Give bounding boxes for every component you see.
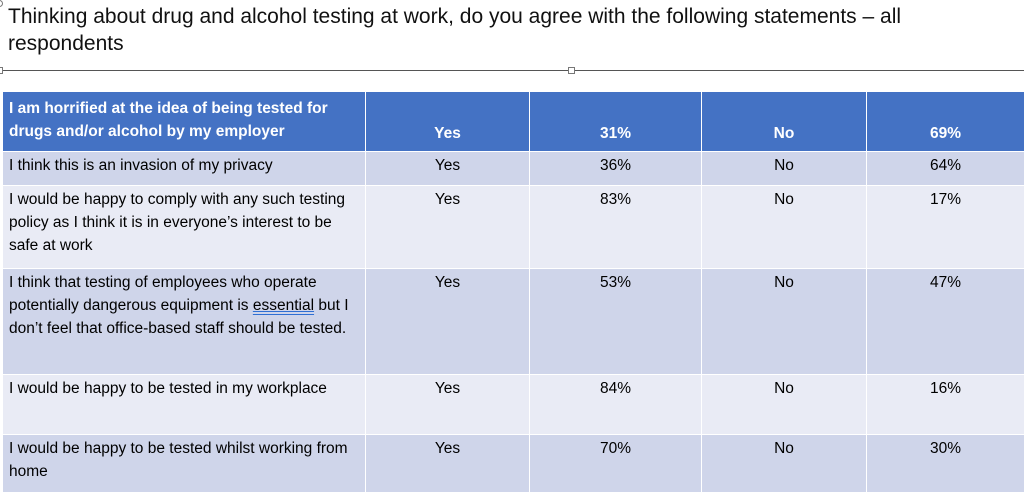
table-row: I would be happy to be tested in my work… [2, 374, 1024, 435]
table-cell-no-label: No [701, 91, 867, 152]
table-cell-no-label: No [701, 374, 867, 435]
table-cell-statement: I think this is an invasion of my privac… [2, 151, 366, 186]
table-row: I think this is an invasion of my privac… [2, 151, 1024, 186]
table-row: I would be happy to comply with any such… [2, 185, 1024, 269]
title-divider [0, 70, 1024, 71]
slide-title: Thinking about drug and alcohol testing … [8, 5, 902, 55]
table-cell-no-value: 69% [866, 91, 1024, 152]
table-cell-statement: I would be happy to comply with any such… [2, 185, 366, 269]
table-cell-yes-value: 84% [529, 374, 702, 435]
statement-text: I think that testing of employees who op… [9, 274, 317, 314]
table-cell-yes-value: 36% [529, 151, 702, 186]
table-cell-yes-value: 70% [529, 434, 702, 493]
table-cell-yes-value: 31% [529, 91, 702, 152]
table-cell-no-value: 64% [866, 151, 1024, 186]
table-cell-yes-label: Yes [365, 151, 530, 186]
table-row: I think that testing of employees who op… [2, 268, 1024, 375]
table-header-row: I am horrified at the idea of being test… [2, 91, 1024, 152]
statement-text: but I don’t feel that office-based staff… [9, 297, 349, 337]
table-cell-statement: I would be happy to be tested whilst wor… [2, 434, 366, 493]
table-cell-no-value: 17% [866, 185, 1024, 269]
table-cell-yes-label: Yes [365, 91, 530, 152]
table-cell-no-label: No [701, 185, 867, 269]
table-cell-no-value: 16% [866, 374, 1024, 435]
table-cell-no-label: No [701, 151, 867, 186]
survey-results-table: I am horrified at the idea of being test… [2, 91, 1024, 493]
table-cell-yes-value: 53% [529, 268, 702, 375]
resize-handle-middle[interactable] [568, 67, 575, 74]
table-cell-yes-label: Yes [365, 374, 530, 435]
table-cell-yes-label: Yes [365, 268, 530, 375]
table-cell-yes-value: 83% [529, 185, 702, 269]
table-cell-no-label: No [701, 434, 867, 493]
table-cell-statement: I am horrified at the idea of being test… [2, 91, 366, 152]
resize-handle-left[interactable] [0, 67, 3, 74]
table-cell-yes-label: Yes [365, 434, 530, 493]
table-cell-statement: I would be happy to be tested in my work… [2, 374, 366, 435]
table-cell-statement: I think that testing of employees who op… [2, 268, 366, 375]
spellcheck-marked-word[interactable]: essential [252, 297, 315, 314]
resize-handle-top-left[interactable] [0, 0, 3, 7]
table-cell-no-value: 47% [866, 268, 1024, 375]
table-row: I would be happy to be tested whilst wor… [2, 434, 1024, 493]
table-cell-no-label: No [701, 268, 867, 375]
table-cell-yes-label: Yes [365, 185, 530, 269]
table-cell-no-value: 30% [866, 434, 1024, 493]
